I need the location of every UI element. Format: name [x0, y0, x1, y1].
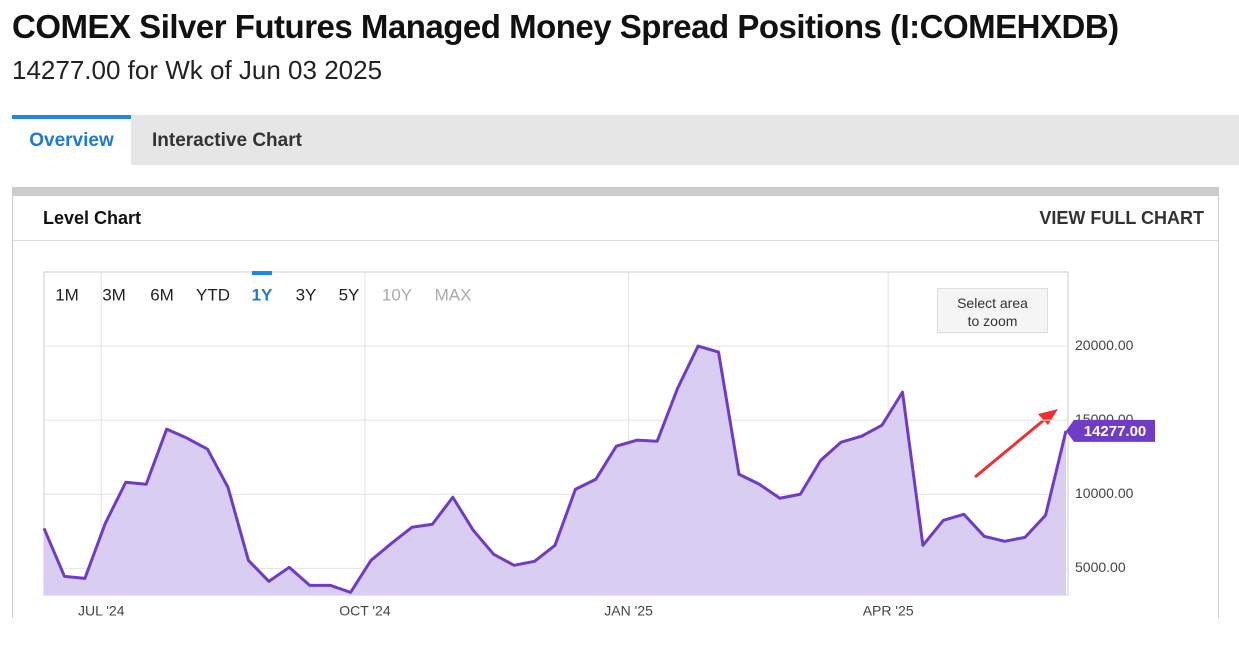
arrow	[974, 413, 1051, 479]
last-value-label: 14277.00	[1084, 423, 1147, 440]
tab-bar	[12, 115, 1239, 165]
x-tick-label: OCT '24	[339, 603, 391, 618]
range-button[interactable]: 1M	[55, 285, 79, 304]
range-indicator	[252, 271, 272, 275]
range-button[interactable]: YTD	[196, 285, 230, 304]
card-title: Level Chart	[43, 208, 142, 228]
divider	[13, 240, 1218, 241]
range-button[interactable]: 3Y	[296, 285, 317, 304]
x-tick-label: JUL '24	[78, 603, 125, 618]
tab[interactable]: Interactive Chart	[152, 130, 302, 151]
last-value-badge	[1066, 419, 1155, 442]
area	[44, 346, 1066, 595]
range-button: 10Y	[382, 285, 412, 304]
page-title: COMEX Silver Futures Managed Money Sprea…	[12, 8, 1119, 45]
view-full-chart[interactable]: VIEW FULL CHART	[1039, 208, 1204, 228]
arrow-head	[1038, 409, 1058, 425]
subtitle: 14277.00 for Wk of Jun 03 2025	[12, 55, 383, 85]
y-tick-label: 10000.00	[1075, 485, 1134, 501]
range-button[interactable]: 5Y	[339, 285, 360, 304]
line	[42, 344, 1068, 594]
x-tick-label: JAN '25	[604, 603, 653, 618]
range-button[interactable]: 6M	[150, 285, 174, 304]
zoom-hint[interactable]: Select area to zoom	[937, 288, 1048, 333]
range-button[interactable]: 1Y	[252, 285, 273, 304]
tab[interactable]: Overview	[12, 115, 131, 165]
range-button: MAX	[435, 285, 472, 304]
x-tick-label: APR '25	[863, 603, 914, 618]
y-tick-label: 5000.00	[1075, 559, 1126, 575]
y-tick-label: 20000.00	[1075, 337, 1134, 353]
range-button[interactable]: 3M	[102, 285, 126, 304]
footer	[0, 618, 1239, 651]
